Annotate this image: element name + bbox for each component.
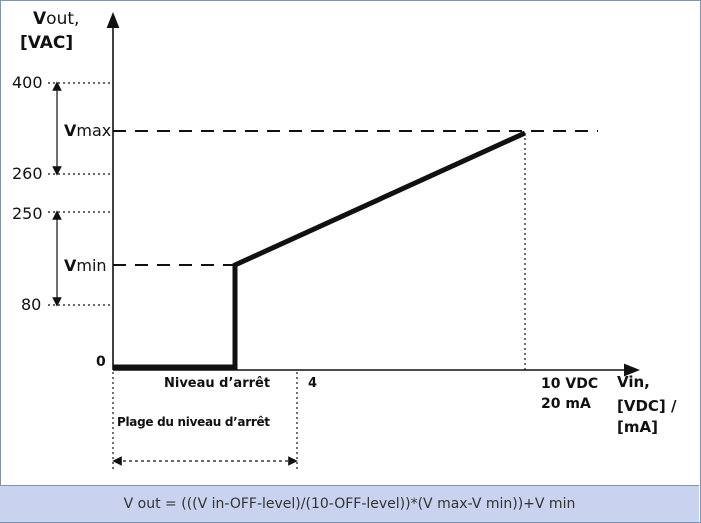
off-range-label: Plage du niveau d’arrêt [117,415,270,429]
tick-80: 80 [21,295,41,314]
x-axis-label-line3: [mA] [617,418,658,436]
vmin-label: Vmin [64,256,107,275]
tick-0: 0 [96,354,106,370]
y-axis-label: Vout, [33,9,79,29]
tick-250: 250 [12,204,43,223]
vmax-label: Vmax [64,121,111,140]
x-end-label-line1: 10 VDC [541,376,598,392]
x-axis-label-line1: Vin, [617,373,650,391]
x-axis-label-line2: [VDC] / [617,397,677,415]
y-axis-unit: [VAC] [20,33,73,53]
transfer-characteristic-diagram: Vout, [VAC] 400 260 250 80 0 Vmax Vmin N… [12,9,677,470]
tick-400: 400 [12,73,43,92]
tick-260: 260 [12,164,43,183]
x-end-label-line2: 20 mA [541,396,591,412]
off-level-label: Niveau d’arrêt [164,376,270,391]
formula-text: V out = (((V in-OFF-level)/(10-OFF-level… [123,496,576,512]
formula-caption: V out = (((V in-OFF-level)/(10-OFF-level… [0,485,699,522]
x-tick-4: 4 [308,376,317,391]
characteristic-curve [113,130,527,370]
